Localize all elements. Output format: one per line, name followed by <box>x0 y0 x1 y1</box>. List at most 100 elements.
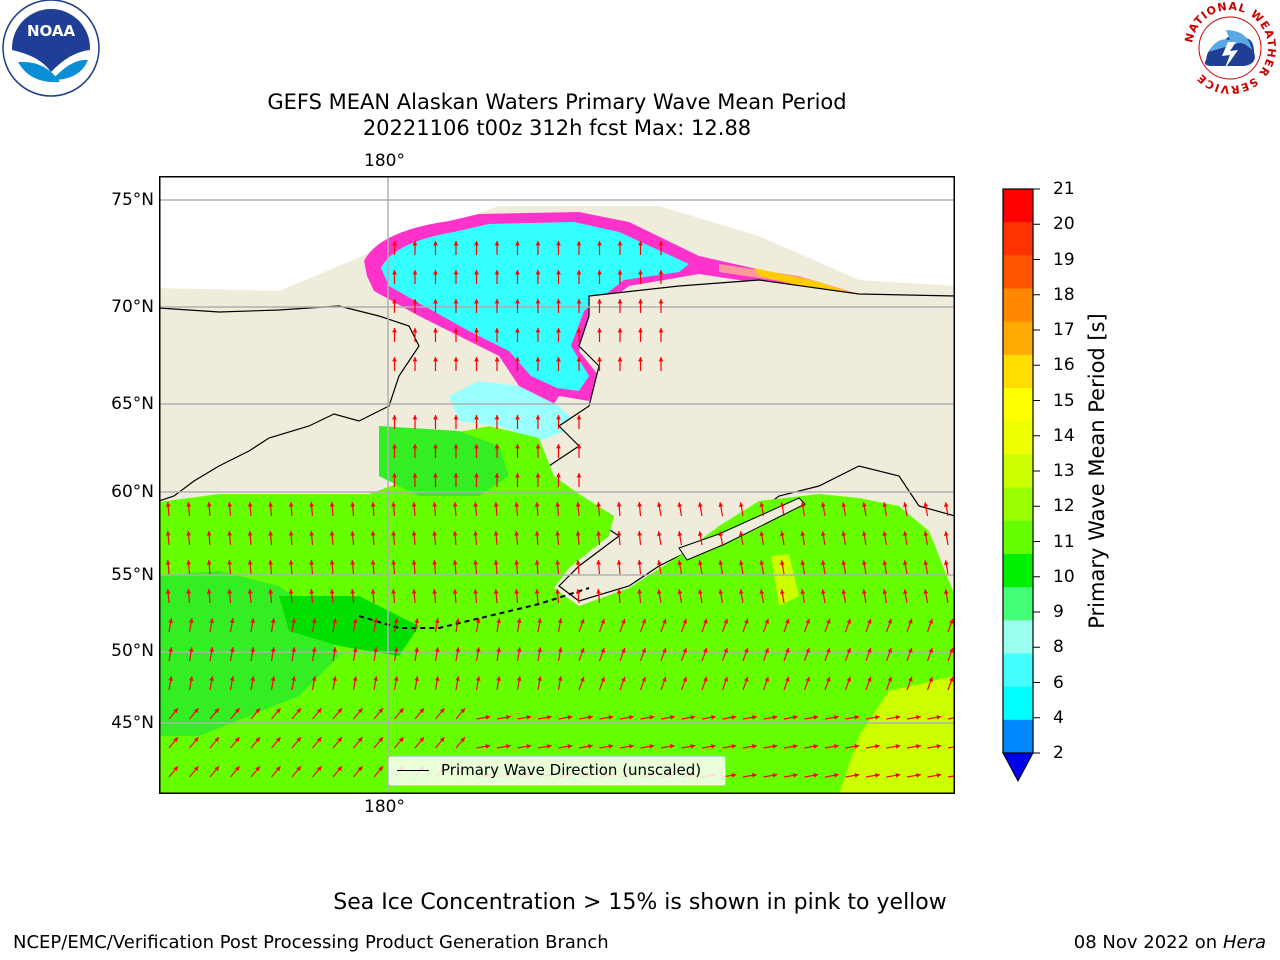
wave-arrow-head <box>329 502 335 507</box>
wave-arrow-head <box>515 444 520 449</box>
wave-arrow-head <box>393 676 399 681</box>
wave-arrow-head <box>576 444 582 449</box>
wave-arrow-head <box>357 737 363 743</box>
wave-arrow-head <box>206 560 212 565</box>
wave-arrow-head <box>514 502 520 507</box>
wave-arrow-head <box>556 299 561 304</box>
wave-arrow-head <box>378 737 383 743</box>
wave-arrow-head <box>779 560 785 565</box>
wave-arrow-head <box>493 589 499 594</box>
wave-arrow-head <box>496 676 502 681</box>
run-host: Hera <box>1222 932 1266 953</box>
wave-arrow-head <box>452 502 458 507</box>
wave-arrow-head <box>250 618 256 623</box>
wave-arrow-head <box>357 708 363 714</box>
wave-arrow-head <box>535 328 541 333</box>
wave-arrow-head <box>662 618 667 624</box>
colorbar-tick-label: 9 <box>1053 602 1064 622</box>
wave-arrow-head <box>813 772 819 778</box>
wave-arrow-head <box>452 531 458 536</box>
wave-arrow-head <box>534 560 540 565</box>
wave-arrow-head <box>621 618 626 624</box>
colorbar-tick-label: 21 <box>1053 179 1075 199</box>
wave-arrow-head <box>908 647 913 653</box>
wave-arrow-head <box>337 708 342 714</box>
wave-arrow-head <box>867 647 872 653</box>
wave-arrow-head <box>411 560 417 565</box>
wave-arrow-head <box>473 589 479 594</box>
credit-line: NCEP/EMC/Verification Post Processing Pr… <box>13 932 609 953</box>
wave-arrow-head <box>949 676 954 682</box>
wave-arrow-head <box>412 328 418 333</box>
wave-arrow-head <box>433 299 438 304</box>
wave-arrow-head <box>597 328 602 333</box>
wave-arrow-head <box>432 560 438 565</box>
wave-arrow-head <box>414 676 420 681</box>
wave-arrow-head <box>534 531 540 536</box>
wave-arrow-head <box>439 737 445 743</box>
wave-arrow-head <box>718 560 724 565</box>
wave-arrow-head <box>535 357 541 362</box>
wave-arrow-head <box>576 270 582 275</box>
wave-arrow-head <box>188 676 194 681</box>
wave-arrow-head <box>392 444 397 449</box>
wave-arrow-head <box>168 647 174 652</box>
wave-arrow-head <box>391 502 397 507</box>
wave-arrow-head <box>638 241 643 246</box>
wave-arrow-head <box>188 618 194 623</box>
legend-line-symbol <box>397 770 429 771</box>
wave-arrow-head <box>165 531 171 536</box>
wave-arrow-head <box>398 708 404 714</box>
wave-arrow-head <box>275 766 281 772</box>
wave-arrow-head <box>496 647 502 652</box>
wave-arrow-head <box>923 560 929 565</box>
wave-arrow-head <box>537 618 543 623</box>
wave-arrow-head <box>764 676 770 682</box>
wave-arrow-head <box>398 737 404 743</box>
wave-arrow-head <box>288 560 294 565</box>
wave-arrow-head <box>547 743 552 749</box>
wave-arrow-head <box>475 647 481 652</box>
wave-arrow-head <box>515 328 520 333</box>
wave-arrow-head <box>697 589 703 594</box>
wave-arrow-head <box>641 647 647 653</box>
ocean-period-12-13b <box>771 554 799 606</box>
wave-arrow-head <box>494 328 500 333</box>
wave-arrow-head <box>411 502 417 507</box>
wave-arrow-head <box>826 618 831 624</box>
colorbar-tick-label: 12 <box>1053 496 1075 517</box>
wave-arrow-head <box>412 241 418 246</box>
colorbar-tick-label: 15 <box>1053 390 1075 411</box>
wave-arrow-head <box>311 618 317 623</box>
wave-arrow-head <box>475 618 481 623</box>
wave-arrow-head <box>165 589 171 594</box>
lat-label-70n: 70°N <box>111 297 154 317</box>
wave-arrow-head <box>556 444 561 449</box>
wave-arrow-head <box>555 589 561 594</box>
wave-arrow-head <box>455 618 461 623</box>
wave-arrow-head <box>949 618 954 624</box>
wave-arrow-head <box>658 357 664 362</box>
wave-arrow-head <box>882 531 888 536</box>
nws-logo: NATIONAL WEATHER SERVICE <box>1182 0 1277 96</box>
wave-arrow-head <box>414 647 420 652</box>
wave-arrow-head <box>597 357 602 362</box>
wave-arrow-head <box>861 589 867 594</box>
wave-arrow-head <box>419 737 424 743</box>
wave-arrow-head <box>535 473 541 478</box>
colorbar-tick-label: 11 <box>1053 531 1075 552</box>
wave-arrow-head <box>309 531 315 536</box>
wave-arrow-head <box>556 241 561 246</box>
wave-arrow-head <box>772 772 778 778</box>
wave-arrow-head <box>846 647 852 653</box>
alaska-peninsula <box>678 497 806 561</box>
wave-arrow-head <box>711 743 716 749</box>
colorbar-tick-label: 6 <box>1053 672 1064 693</box>
colorbar-tick-label: 10 <box>1053 566 1075 587</box>
wave-arrow-head <box>352 647 358 652</box>
wave-arrow-head <box>275 708 281 714</box>
wave-arrow-head <box>229 647 235 652</box>
wave-arrow-head <box>370 502 376 507</box>
wave-arrow-head <box>316 737 322 743</box>
wave-arrow-head <box>557 676 563 681</box>
